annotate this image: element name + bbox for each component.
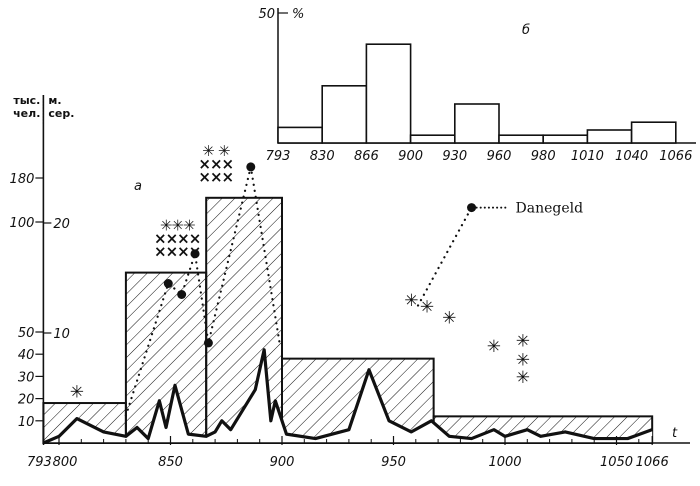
asterisk-mark: ✳: [516, 332, 530, 352]
right-axis-unit: сер.: [48, 107, 74, 120]
x-tick-label-a: 950: [381, 455, 406, 470]
danegeld-point: [246, 162, 256, 172]
histogram-bar: [453, 103, 500, 144]
curve-fill: [43, 349, 653, 443]
left-axis-unit: чел.: [13, 107, 40, 120]
x-axis-title-a: t: [672, 426, 678, 441]
danegeld-point: [467, 203, 477, 213]
asterisk-mark: ✳: [420, 298, 434, 318]
x-tick-label-a: 800: [53, 455, 78, 470]
main-chart-a: 793 800 850 900 950 1000 1050 10661020304050100…: [10, 94, 690, 470]
histogram-bar: [498, 134, 545, 144]
asterisk-mark: ✳: [404, 291, 418, 311]
left-tick-label: 100: [10, 216, 35, 231]
legend-danegeld: Danegeld: [516, 201, 584, 217]
asterisk-mark: ✳: [487, 337, 501, 357]
right-tick-label: 10: [53, 327, 70, 342]
right-tick-label: 20: [53, 217, 70, 232]
x-tick-label-a: 793: [27, 455, 52, 470]
symbol-row: ✳ ✳: [202, 142, 230, 160]
left-tick-label: 20: [18, 393, 35, 408]
x-tick-label-b: 1040: [615, 149, 648, 164]
histogram-bar: [365, 43, 412, 144]
symbol-row: ×××: [198, 168, 233, 186]
x-tick-label-a: 1066: [636, 455, 669, 470]
symbol-row: ××××: [154, 243, 200, 261]
x-tick-label-b: 793: [266, 149, 291, 164]
histogram-b: 50%бt793830866900930960980101010401066: [258, 7, 696, 164]
y-tick-label-b: 50: [258, 7, 275, 22]
asterisk-mark: ✳: [516, 350, 530, 370]
danegeld-dotted-line: [416, 206, 473, 307]
x-tick-label-a: 850: [158, 455, 183, 470]
histogram-bar: [409, 134, 456, 144]
histogram-bar: [277, 126, 324, 144]
left-tick-label: 30: [18, 370, 35, 385]
asterisk-mark: ✳: [516, 368, 530, 388]
left-tick-label: 40: [18, 348, 35, 363]
left-tick-label: 180: [10, 172, 35, 187]
panel-label-a: а: [134, 179, 142, 194]
x-tick-label-b: 900: [398, 149, 423, 164]
y-unit-label-b: %: [292, 7, 304, 22]
x-tick-label-b: 930: [442, 149, 467, 164]
histogram-bar: [586, 129, 633, 144]
danegeld-point: [190, 249, 200, 259]
histogram-bar: [321, 85, 368, 144]
x-tick-label-b: 1066: [659, 149, 692, 164]
danegeld-point: [203, 338, 213, 348]
x-tick-label-a: 900: [270, 455, 295, 470]
x-tick-label-a: 1000: [488, 455, 521, 470]
x-tick-label-b: 866: [354, 149, 379, 164]
x-tick-label-b: 1010: [571, 149, 604, 164]
x-tick-label-a: 1050: [600, 455, 633, 470]
x-tick-label-b: 960: [487, 149, 512, 164]
histogram-bar: [630, 121, 677, 144]
left-tick-label: 10: [18, 415, 35, 430]
right-axis-unit: м.: [48, 94, 61, 107]
left-tick-label: 50: [18, 326, 35, 341]
histogram-bar: [542, 134, 589, 144]
x-tick-label-b: 980: [531, 149, 556, 164]
symbol-row: ××××: [154, 230, 200, 248]
army-curve: [42, 348, 653, 445]
asterisk-mark: ✳: [442, 309, 456, 329]
symbol-row: ✳✳✳: [160, 217, 195, 235]
asterisk-mark: ✳: [70, 382, 84, 402]
danegeld-point: [163, 279, 173, 288]
danegeld-point: [177, 290, 187, 299]
x-tick-label-b: 830: [310, 149, 335, 164]
panel-label-b: б: [522, 23, 530, 38]
hatched-block: [124, 271, 208, 444]
left-axis-unit: тыс.: [13, 94, 40, 107]
symbol-row: ×××: [198, 155, 233, 173]
